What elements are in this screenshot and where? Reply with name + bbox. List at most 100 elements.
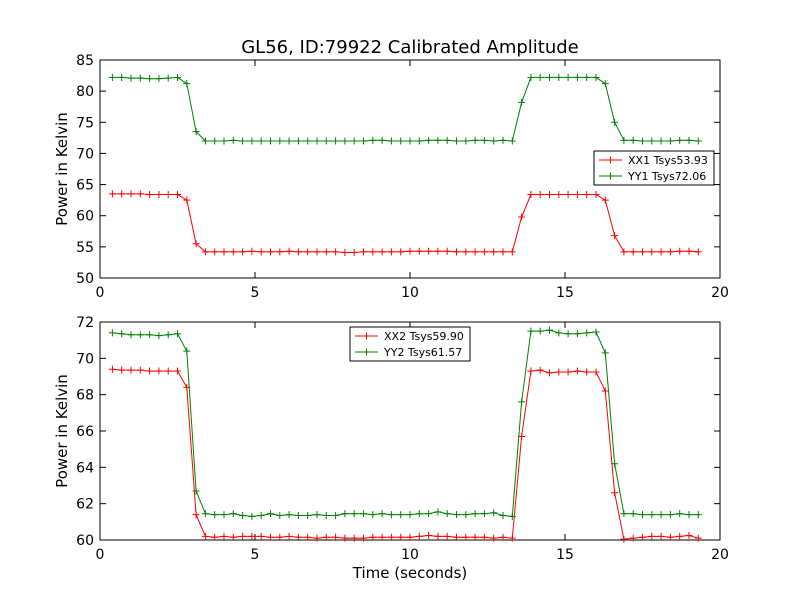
data-point-marker bbox=[639, 511, 646, 519]
data-point-marker bbox=[118, 73, 126, 81]
data-point-marker bbox=[694, 511, 702, 519]
data-point-marker bbox=[536, 191, 544, 199]
data-point-marker bbox=[471, 136, 479, 144]
data-point-marker bbox=[657, 532, 665, 540]
data-point-marker bbox=[527, 73, 535, 81]
data-point-marker bbox=[285, 137, 293, 145]
x-axis-title: Time (seconds) bbox=[352, 564, 468, 582]
y-axis-title: Power in Kelvin bbox=[53, 112, 71, 226]
data-point-marker bbox=[499, 511, 507, 519]
x-tick-label: 10 bbox=[401, 285, 419, 301]
data-point-marker bbox=[267, 137, 274, 145]
x-tick-label: 5 bbox=[251, 547, 260, 563]
data-point-marker bbox=[229, 136, 237, 144]
data-point-marker bbox=[583, 191, 591, 199]
data-point-marker bbox=[378, 136, 386, 144]
y-tick-label: 64 bbox=[76, 460, 94, 476]
data-point-marker bbox=[546, 369, 553, 377]
data-point-marker bbox=[350, 534, 358, 542]
data-point-marker bbox=[676, 510, 684, 518]
data-point-marker bbox=[183, 347, 191, 355]
data-point-marker bbox=[480, 248, 488, 256]
data-point-marker bbox=[443, 247, 451, 255]
data-point-marker bbox=[425, 247, 433, 255]
data-point-marker bbox=[666, 533, 674, 541]
top-panel: 0 5 10 15 20 50 55 60 65 70 75 80 85 Power in Kelvin X… bbox=[53, 53, 729, 301]
data-point-marker bbox=[118, 190, 126, 198]
data-point-marker bbox=[518, 398, 526, 406]
y-tick-label: 75 bbox=[76, 115, 94, 131]
data-point-marker bbox=[434, 136, 442, 144]
data-point-marker bbox=[387, 248, 395, 256]
data-point-marker bbox=[229, 533, 237, 541]
data-point-marker bbox=[360, 534, 367, 542]
data-point-marker bbox=[192, 511, 200, 519]
data-point-marker bbox=[127, 366, 135, 374]
data-point-marker bbox=[536, 366, 544, 374]
data-point-marker bbox=[601, 349, 609, 357]
data-point-marker bbox=[360, 510, 367, 518]
data-point-marker bbox=[397, 533, 405, 541]
data-point-marker bbox=[490, 509, 498, 517]
data-point-marker bbox=[592, 328, 600, 336]
data-point-marker bbox=[257, 511, 265, 519]
data-point-marker bbox=[620, 510, 628, 518]
data-point-marker bbox=[453, 137, 460, 145]
x-tick-label: 0 bbox=[96, 547, 105, 563]
data-point-marker bbox=[276, 248, 284, 256]
data-point-marker bbox=[611, 232, 619, 240]
data-point-marker bbox=[229, 248, 237, 256]
data-point-marker bbox=[564, 368, 572, 376]
data-point-marker bbox=[174, 191, 181, 199]
data-point-marker bbox=[136, 366, 144, 374]
data-point-marker bbox=[415, 137, 423, 145]
data-point-marker bbox=[685, 247, 693, 255]
data-point-marker bbox=[573, 73, 581, 81]
y-axis-title: Power in Kelvin bbox=[53, 374, 71, 488]
data-point-marker bbox=[332, 511, 340, 519]
data-point-marker bbox=[211, 137, 219, 145]
data-point-marker bbox=[583, 73, 591, 81]
data-point-marker bbox=[322, 137, 330, 145]
data-point-marker bbox=[555, 329, 563, 337]
data-point-marker bbox=[629, 248, 637, 256]
data-point-marker bbox=[629, 534, 637, 542]
data-point-marker bbox=[127, 190, 135, 198]
data-point-marker bbox=[620, 248, 628, 256]
x-tick-label: 0 bbox=[96, 285, 105, 301]
legend-box bbox=[349, 326, 471, 362]
data-point-marker bbox=[285, 511, 293, 519]
y-tick-label: 70 bbox=[76, 351, 94, 367]
data-point-marker bbox=[639, 137, 646, 145]
data-point-marker bbox=[201, 532, 209, 540]
data-point-marker bbox=[350, 137, 358, 145]
data-point-marker bbox=[155, 75, 163, 83]
y-tick-label: 55 bbox=[76, 240, 94, 256]
data-point-marker bbox=[666, 137, 674, 145]
data-point-marker bbox=[434, 508, 442, 516]
legend-swatch-marker bbox=[363, 332, 370, 340]
data-point-marker bbox=[443, 532, 451, 540]
data-point-marker bbox=[220, 532, 228, 540]
data-point-marker bbox=[592, 73, 600, 81]
data-point-marker bbox=[415, 532, 423, 540]
x-tick-label: 15 bbox=[556, 547, 574, 563]
data-point-marker bbox=[480, 533, 488, 541]
data-point-marker bbox=[378, 533, 386, 541]
data-point-marker bbox=[360, 248, 367, 256]
data-point-marker bbox=[267, 248, 274, 256]
data-point-marker bbox=[201, 510, 209, 518]
data-point-marker bbox=[239, 532, 247, 540]
data-point-marker bbox=[490, 248, 498, 256]
legend-label: XX2 Tsys59.90 bbox=[384, 330, 464, 343]
data-point-marker bbox=[360, 137, 367, 145]
data-point-marker bbox=[666, 511, 674, 519]
data-point-marker bbox=[276, 533, 284, 541]
data-point-marker bbox=[657, 137, 665, 145]
data-point-marker bbox=[136, 190, 144, 198]
data-point-marker bbox=[583, 368, 591, 376]
data-point-marker bbox=[332, 533, 340, 541]
data-point-marker bbox=[471, 248, 479, 256]
data-point-marker bbox=[369, 136, 377, 144]
data-point-marker bbox=[546, 326, 553, 334]
